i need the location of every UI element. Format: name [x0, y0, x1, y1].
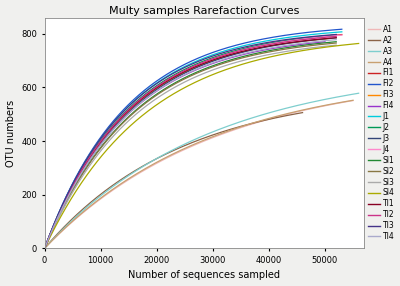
- Title: Multy samples Rarefaction Curves: Multy samples Rarefaction Curves: [109, 5, 300, 15]
- Y-axis label: OTU numbers: OTU numbers: [6, 100, 16, 166]
- X-axis label: Number of sequences sampled: Number of sequences sampled: [128, 271, 280, 281]
- Legend: A1, A2, A3, A4, FI1, FI2, FI3, FI4, J1, J2, J3, J4, SI1, SI2, SI3, SI4, TI1, TI2: A1, A2, A3, A4, FI1, FI2, FI3, FI4, J1, …: [368, 25, 394, 241]
